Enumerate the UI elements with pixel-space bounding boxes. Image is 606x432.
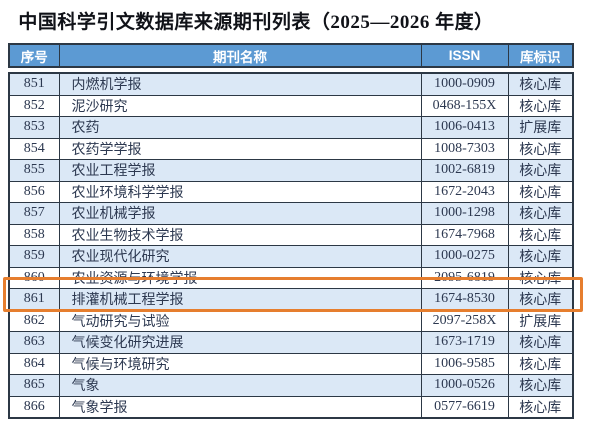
- cell-db: 核心库: [507, 374, 574, 397]
- cell-db: 核心库: [507, 180, 574, 203]
- column-header-name: 期刊名称: [58, 43, 422, 68]
- table-row: 851 内燃机学报 1000-0909 核心库: [8, 72, 574, 96]
- cell-name: 气象学报: [58, 395, 422, 419]
- cell-issn: 1674-8530: [420, 288, 509, 311]
- cell-issn: 1006-9585: [420, 352, 509, 375]
- table-row: 852 泥沙研究 0468-155X 核心库: [8, 94, 574, 117]
- cell-name: 农业资源与环境学报: [58, 266, 422, 289]
- table-row: 856 农业环境科学学报 1672-2043 核心库: [8, 180, 574, 203]
- table-row: 860 农业资源与环境学报 2095-6819 核心库: [8, 266, 574, 289]
- cell-issn: 0468-155X: [420, 94, 509, 117]
- cell-db: 核心库: [507, 288, 574, 311]
- cell-no: 858: [8, 223, 60, 246]
- cell-name: 气动研究与试验: [58, 309, 422, 332]
- cell-issn: 1673-1719: [420, 331, 509, 354]
- cell-issn: 1008-7303: [420, 137, 509, 160]
- cell-name: 农业机械学报: [58, 202, 422, 225]
- cell-issn: 2097-258X: [420, 309, 509, 332]
- cell-no: 856: [8, 180, 60, 203]
- cell-no: 853: [8, 116, 60, 139]
- cell-name: 排灌机械工程学报: [58, 288, 422, 311]
- cell-no: 860: [8, 266, 60, 289]
- table-row: 854 农药学学报 1008-7303 核心库: [8, 137, 574, 160]
- cell-no: 851: [8, 72, 60, 96]
- column-header-db: 库标识: [507, 43, 574, 68]
- table-row: 862 气动研究与试验 2097-258X 扩展库: [8, 309, 574, 332]
- column-header-no: 序号: [8, 43, 60, 68]
- journal-table-rows: 851 内燃机学报 1000-0909 核心库 852 泥沙研究 0468-155X 核心库 8…: [8, 72, 574, 419]
- cell-db: 核心库: [507, 159, 574, 182]
- cell-db: 核心库: [507, 266, 574, 289]
- cell-no: 861: [8, 288, 60, 311]
- cell-name: 气候变化研究进展: [58, 331, 422, 354]
- cell-no: 855: [8, 159, 60, 182]
- cell-no: 857: [8, 202, 60, 225]
- cell-issn: 1672-2043: [420, 180, 509, 203]
- cell-issn: 1000-0526: [420, 374, 509, 397]
- cell-db: 核心库: [507, 395, 574, 419]
- table-row: 857 农业机械学报 1000-1298 核心库: [8, 202, 574, 225]
- cell-db: 核心库: [507, 245, 574, 268]
- cell-issn: 1674-7968: [420, 223, 509, 246]
- cell-name: 农药学学报: [58, 137, 422, 160]
- table-row: 859 农业现代化研究 1000-0275 核心库: [8, 245, 574, 268]
- table-row: 853 农药 1006-0413 扩展库: [8, 116, 574, 139]
- cell-issn: 0577-6619: [420, 395, 509, 419]
- cell-issn: 1000-1298: [420, 202, 509, 225]
- table-row: 863 气候变化研究进展 1673-1719 核心库: [8, 331, 574, 354]
- table-row: 858 农业生物技术学报 1674-7968 核心库: [8, 223, 574, 246]
- page-title: 中国科学引文数据库来源期刊列表（2025—2026 年度）: [18, 12, 494, 33]
- cell-name: 农业生物技术学报: [58, 223, 422, 246]
- cell-issn: 2095-6819: [420, 266, 509, 289]
- cell-issn: 1006-0413: [420, 116, 509, 139]
- cell-no: 854: [8, 137, 60, 160]
- journal-table-body: 851 内燃机学报 1000-0909 核心库 852 泥沙研究 0468-155X 核心库 8…: [8, 72, 574, 419]
- cell-name: 农业现代化研究: [58, 245, 422, 268]
- cell-db: 核心库: [507, 202, 574, 225]
- cell-db: 核心库: [507, 223, 574, 246]
- cell-db: 核心库: [507, 137, 574, 160]
- cell-issn: 1000-0275: [420, 245, 509, 268]
- table-row: 865 气象 1000-0526 核心库: [8, 374, 574, 397]
- cell-name: 农药: [58, 116, 422, 139]
- cell-no: 866: [8, 395, 60, 419]
- cell-db: 核心库: [507, 352, 574, 375]
- cell-no: 862: [8, 309, 60, 332]
- cell-issn: 1000-0909: [420, 72, 509, 96]
- cell-name: 内燃机学报: [58, 72, 422, 96]
- cell-no: 859: [8, 245, 60, 268]
- cell-name: 气象: [58, 374, 422, 397]
- cell-no: 852: [8, 94, 60, 117]
- cell-db: 核心库: [507, 72, 574, 96]
- cell-issn: 1002-6819: [420, 159, 509, 182]
- cell-name: 泥沙研究: [58, 94, 422, 117]
- column-header-issn: ISSN: [420, 43, 509, 68]
- cell-name: 农业工程学报: [58, 159, 422, 182]
- table-row: 866 气象学报 0577-6619 核心库: [8, 395, 574, 419]
- cell-db: 核心库: [507, 331, 574, 354]
- table-row: 861 排灌机械工程学报 1674-8530 核心库: [8, 288, 574, 311]
- cell-db: 核心库: [507, 94, 574, 117]
- cell-no: 864: [8, 352, 60, 375]
- header-row: 序号 期刊名称 ISSN 库标识: [8, 43, 574, 68]
- journal-table: 序号 期刊名称 ISSN 库标识 851 内燃机学报 1000-0909 核心库 852…: [8, 43, 574, 419]
- cell-db: 扩展库: [507, 309, 574, 332]
- cell-name: 农业环境科学学报: [58, 180, 422, 203]
- cell-db: 扩展库: [507, 116, 574, 139]
- journal-table-header: 序号 期刊名称 ISSN 库标识: [8, 43, 574, 68]
- cell-name: 气候与环境研究: [58, 352, 422, 375]
- cell-no: 865: [8, 374, 60, 397]
- table-row: 855 农业工程学报 1002-6819 核心库: [8, 159, 574, 182]
- cell-no: 863: [8, 331, 60, 354]
- table-row: 864 气候与环境研究 1006-9585 核心库: [8, 352, 574, 375]
